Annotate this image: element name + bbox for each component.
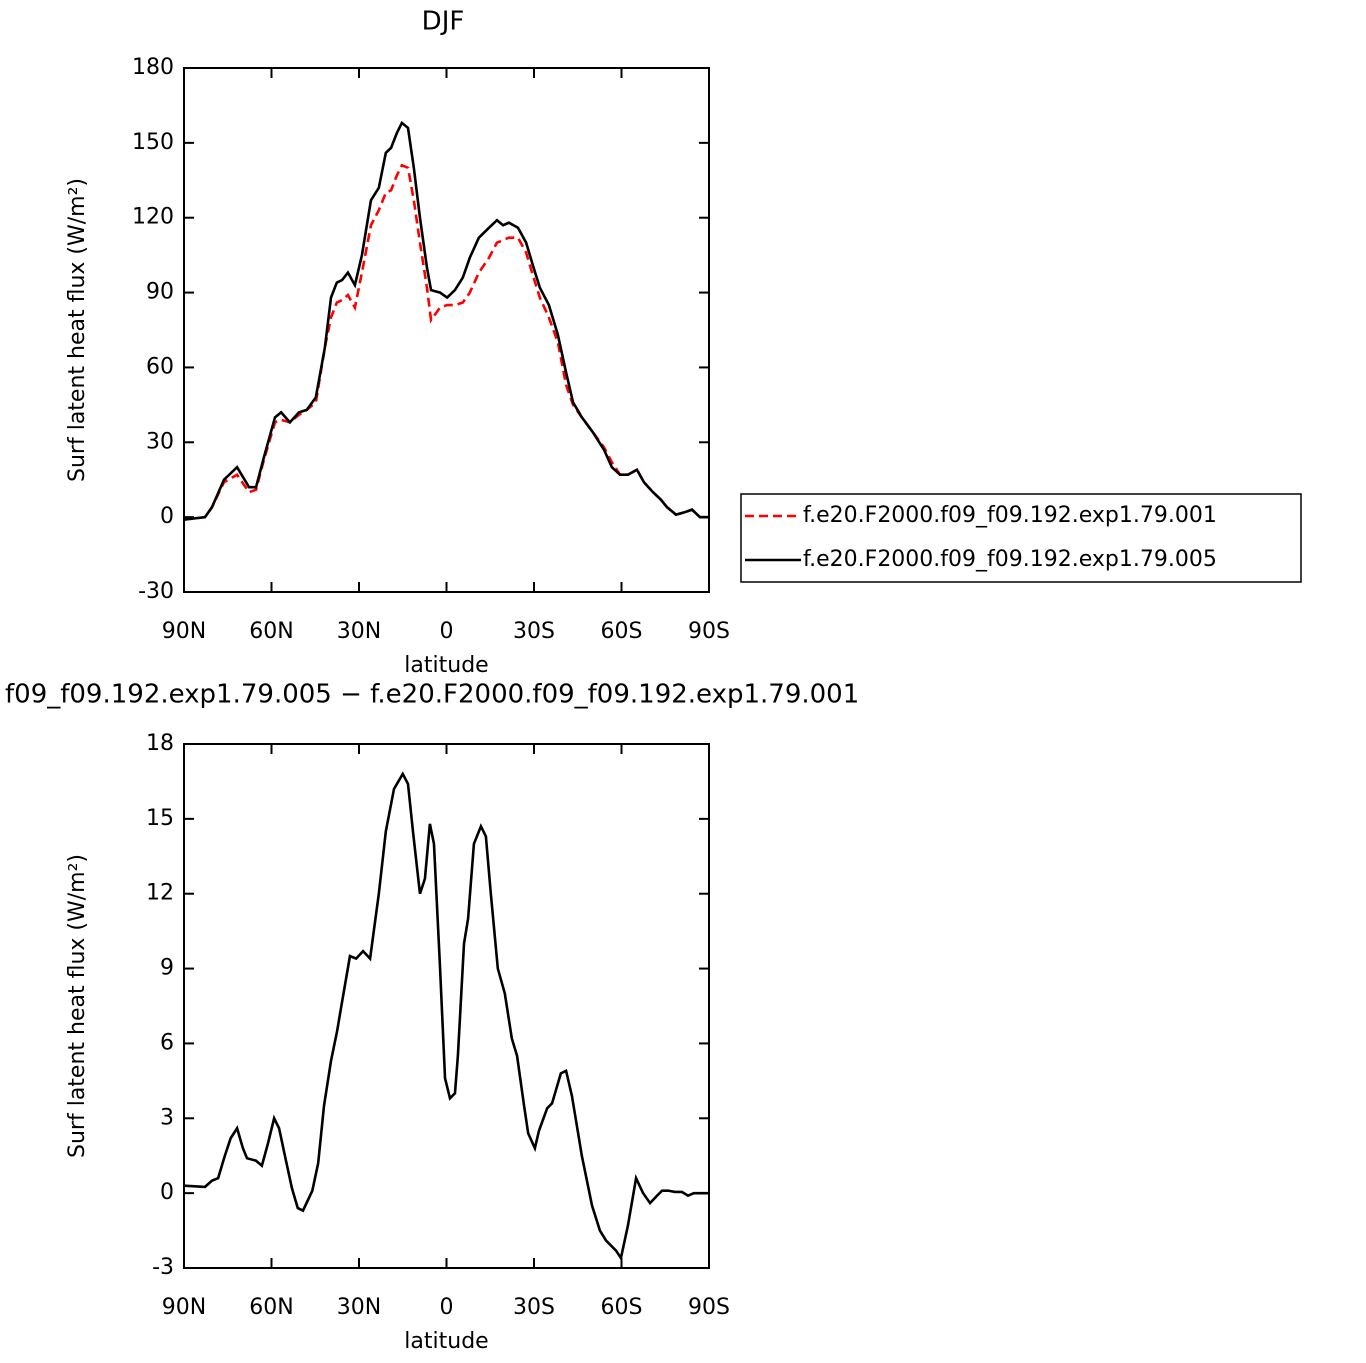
legend-box [740,493,1302,583]
y-tick-label: -3 [152,1255,174,1280]
y-axis-label: Surf latent heat flux (W/m²) [65,178,90,482]
x-tick-label: 60N [249,1295,293,1320]
y-tick-label: 120 [132,205,174,230]
y-tick-label: 60 [146,354,174,379]
y-tick-label: 9 [160,956,174,981]
legend-label: f.e20.F2000.f09_f09.192.exp1.79.001 [803,503,1217,528]
y-tick-label: 15 [146,806,174,831]
x-tick-label: 90N [162,619,206,644]
x-tick-label: 90S [688,619,730,644]
y-tick-label: 3 [160,1105,174,1130]
chart-title: f09_f09.192.exp1.79.005 − f.e20.F2000.f0… [5,680,859,710]
x-tick-label: 90S [688,1295,730,1320]
x-tick-label: 0 [440,619,454,644]
y-tick-label: 6 [160,1030,174,1055]
y-tick-label: 150 [132,130,174,155]
series-line [183,163,709,521]
y-axis-label: Surf latent heat flux (W/m²) [65,854,90,1158]
series-line [183,771,709,1262]
y-tick-label: 0 [160,1180,174,1205]
y-tick-label: 18 [146,731,174,756]
legend-label: f.e20.F2000.f09_f09.192.exp1.79.005 [803,547,1217,572]
x-tick-label: 60N [249,619,293,644]
y-tick-label: 180 [132,55,174,80]
x-tick-label: 90N [162,1295,206,1320]
x-axis-label: latitude [404,1329,488,1354]
y-tick-label: 0 [160,504,174,529]
y-tick-label: 90 [146,280,174,305]
x-tick-label: 60S [601,619,643,644]
y-tick-label: 30 [146,429,174,454]
plot-frame [183,67,710,593]
x-tick-label: 30S [513,1295,555,1320]
x-axis-label: latitude [404,653,488,678]
x-tick-label: 30N [337,619,381,644]
x-tick-label: 0 [440,1295,454,1320]
plot-frame [183,743,710,1269]
x-tick-label: 30N [337,1295,381,1320]
y-tick-label: -30 [138,579,174,604]
chart-title: DJF [422,7,465,37]
x-tick-label: 60S [601,1295,643,1320]
series-line [183,120,709,521]
y-tick-label: 12 [146,881,174,906]
x-tick-label: 30S [513,619,555,644]
